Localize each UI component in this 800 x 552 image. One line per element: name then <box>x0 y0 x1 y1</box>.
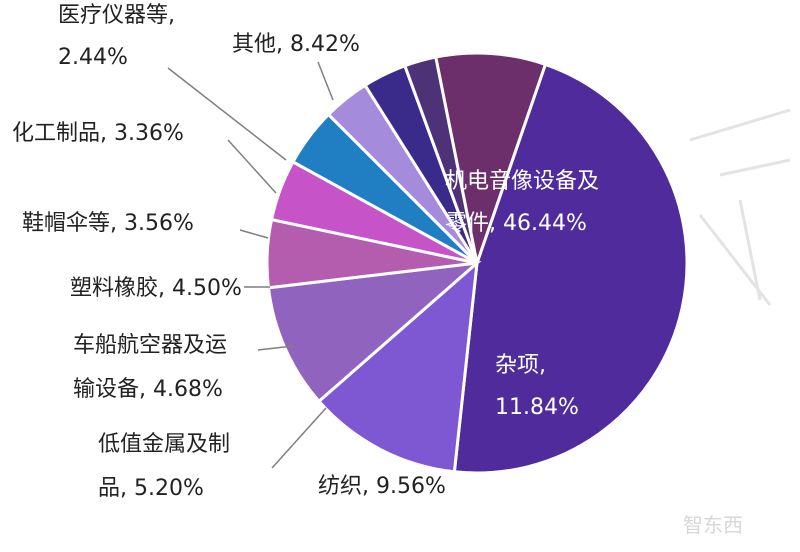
background-decoration <box>689 108 791 306</box>
pie-slice <box>266 260 482 404</box>
leader-line <box>257 345 294 351</box>
pie-slice <box>452 62 689 475</box>
slice-label: 鞋帽伞等, 3.56% <box>22 211 194 236</box>
slice-label: 医疗仪器等, 2.44% <box>58 3 175 70</box>
slice-label: 纺织, 9.56% <box>318 474 446 499</box>
slice-label: 其他, 8.42% <box>232 32 360 57</box>
slice-label: 低值金属及制品, 5.20% <box>98 432 230 501</box>
slice-label: 塑料橡胶, 4.50% <box>70 276 242 301</box>
slice-label: 杂项, 11.84% <box>495 353 579 420</box>
leader-line <box>317 61 334 101</box>
leader-line <box>271 407 327 469</box>
leader-line <box>167 67 287 161</box>
leader-line <box>227 139 277 194</box>
slice-label: 机电音像设备及零件, 46.44% <box>445 169 599 236</box>
leader-line <box>239 229 269 239</box>
watermark-text: 智东西 <box>683 513 743 537</box>
pie-slice <box>434 51 548 269</box>
slice-label: 化工制品, 3.36% <box>12 121 184 146</box>
slice-label: 车船航空器及运输设备, 4.68% <box>73 333 227 402</box>
